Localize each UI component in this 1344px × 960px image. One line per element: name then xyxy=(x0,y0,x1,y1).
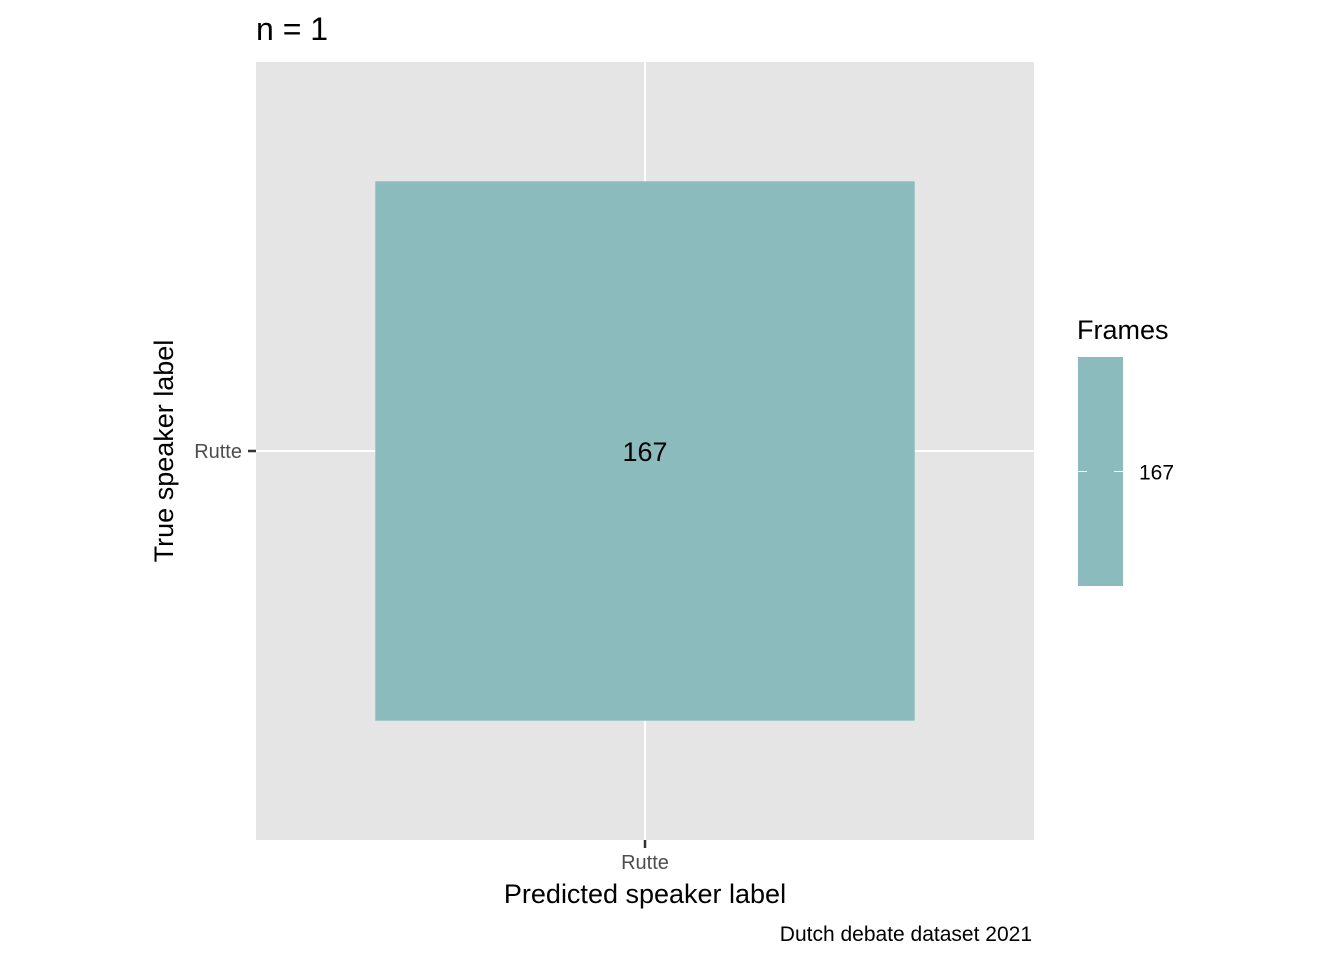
y-axis-label: True speaker label xyxy=(149,340,179,563)
y-tick-label: Rutte xyxy=(194,441,242,463)
legend: Frames 167 xyxy=(1077,315,1174,586)
chart-title: n = 1 xyxy=(256,11,328,47)
heatmap-cell xyxy=(375,181,915,721)
cell-value-label: 167 xyxy=(622,437,667,467)
axes: Rutte Rutte xyxy=(194,441,669,874)
legend-title: Frames xyxy=(1077,315,1169,345)
legend-label: 167 xyxy=(1139,462,1174,485)
x-tick-label: Rutte xyxy=(621,852,669,874)
caption: Dutch debate dataset 2021 xyxy=(780,923,1032,946)
heatmap-cells: 167 xyxy=(375,181,915,721)
x-axis-label: Predicted speaker label xyxy=(504,879,786,909)
